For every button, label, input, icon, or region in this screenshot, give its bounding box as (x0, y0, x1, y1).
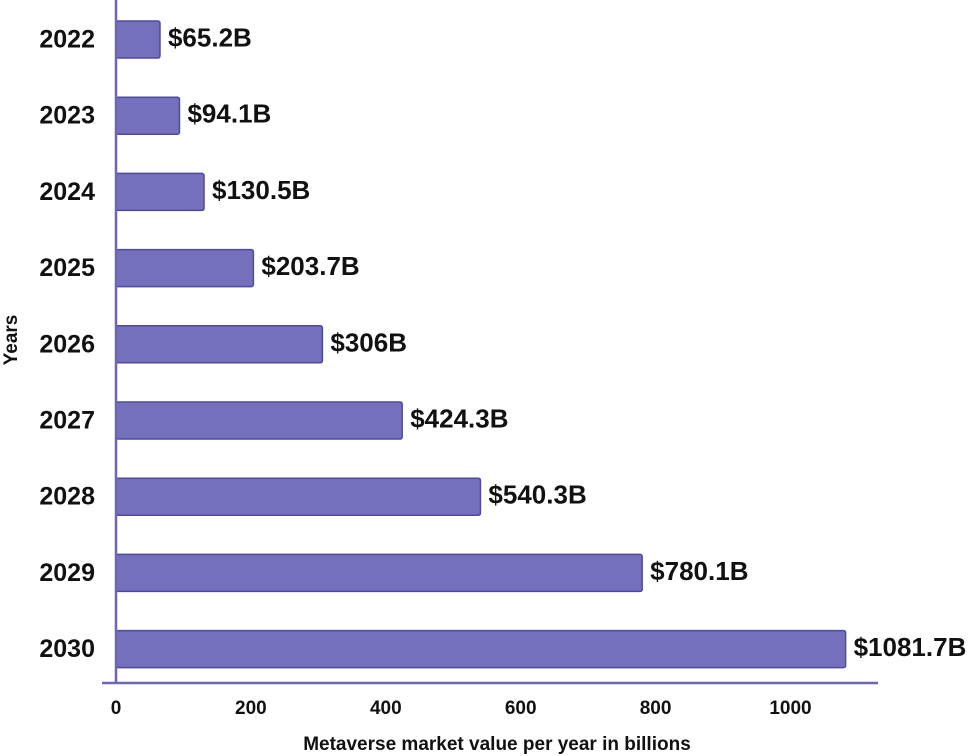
value-labels: $65.2B $94.1B $130.5B $203.7B $306B $424.3B $5… (168, 23, 966, 663)
data-label-2027: $424.3B (410, 404, 508, 434)
x-axis-title: Metaverse market value per year in billi… (303, 734, 691, 755)
data-label-2030: $1081.7B (854, 632, 967, 662)
data-label-2026: $306B (330, 327, 407, 357)
data-label-2023: $94.1B (187, 99, 271, 129)
x-tick-label-400: 400 (370, 698, 402, 719)
x-tick-label-600: 600 (505, 698, 537, 719)
bar-2026 (115, 325, 324, 364)
data-label-2022: $65.2B (168, 23, 252, 53)
x-tick-label-800: 800 (640, 698, 672, 719)
x-tick-label-200: 200 (235, 698, 267, 719)
y-tick-label-2025: 2025 (39, 254, 95, 282)
bar-2030 (115, 629, 847, 669)
bar-2025 (115, 248, 255, 288)
bar-2022 (115, 20, 161, 59)
bar-2027 (115, 401, 403, 440)
x-tick-label-1000: 1000 (769, 698, 811, 719)
x-tick-label-0: 0 (111, 698, 122, 719)
bar-2023 (115, 96, 181, 135)
y-tick-label-2026: 2026 (39, 330, 95, 358)
y-tick-label-2028: 2028 (39, 483, 95, 511)
bar-2028 (115, 477, 482, 516)
y-tick-label-2023: 2023 (39, 102, 95, 130)
bar-2029 (115, 553, 643, 593)
data-label-2029: $780.1B (650, 556, 748, 586)
x-tick-labels: 0 200 400 600 800 1000 (111, 698, 812, 719)
bar-2024 (115, 172, 205, 212)
y-axis-title: Years (1, 315, 22, 366)
year-labels: 2022 2023 2024 2025 2026 2027 2028 2029 2030 (39, 26, 95, 664)
y-tick-label-2030: 2030 (39, 635, 95, 663)
axes (102, 0, 878, 685)
y-tick-label-2022: 2022 (39, 26, 95, 54)
data-label-2025: $203.7B (261, 251, 359, 281)
y-tick-label-2029: 2029 (39, 559, 95, 587)
y-tick-label-2024: 2024 (39, 178, 95, 206)
data-label-2028: $540.3B (488, 480, 586, 510)
y-tick-label-2027: 2027 (39, 407, 95, 435)
data-label-2024: $130.5B (212, 175, 310, 205)
